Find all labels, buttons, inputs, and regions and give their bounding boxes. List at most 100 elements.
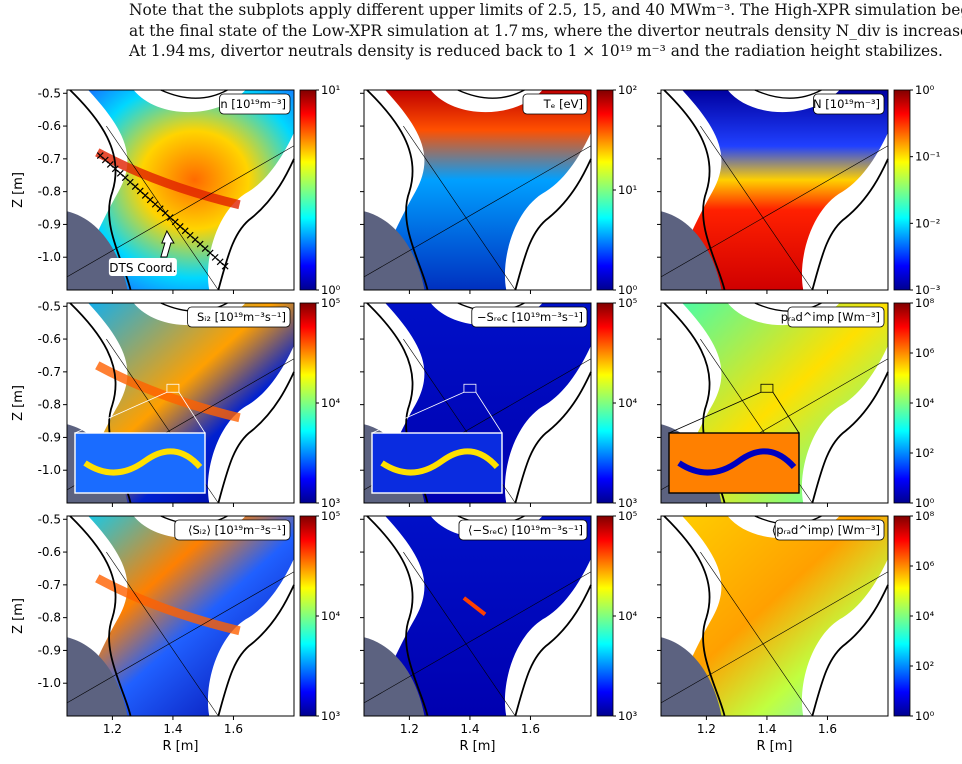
colorbar-tick-label: 10⁰ (915, 83, 935, 97)
subplot: -0.5 -0.6 -0.7 -0.8 -0.9 -1.0 Sᵢ₂ [10¹⁹m⁻³s⁻¹]… (11, 296, 341, 510)
panel-label-box (219, 93, 291, 115)
colorbar-tick-label: 10² (915, 659, 934, 673)
x-tick-label: 1.2 (697, 722, 716, 736)
emission-band (95, 148, 241, 210)
plasma-domain (370, 90, 591, 290)
core-boundary (754, 89, 822, 99)
plasma-domain (370, 516, 591, 716)
separatrix-line (66, 145, 295, 278)
colorbar-tick-label: 10⁻¹ (915, 150, 940, 164)
colorbar-tick-label: 10⁵ (618, 296, 638, 310)
emission-band (462, 596, 487, 616)
subplot: Tₑ [eV] 10² 10¹ 10⁰ (360, 83, 638, 297)
y-tick-label: -0.7 (38, 152, 61, 166)
zoom-connector (371, 391, 465, 434)
x-axis-label: R [m] (757, 739, 793, 754)
colorbar-tick-label: 10⁵ (321, 509, 341, 523)
panel-label: N [10¹⁹m⁻³] (813, 97, 880, 111)
colorbar-tick-label: 10³ (321, 496, 341, 510)
colorbar-tick-label: 10¹ (321, 83, 340, 97)
zoom-connector (74, 391, 168, 434)
wall-contour (217, 371, 295, 504)
colorbar-tick-label: 10² (618, 83, 637, 97)
colorbar-tick-label: 10⁴ (321, 609, 341, 623)
panel-label: Sᵢ₂ [10¹⁹m⁻³s⁻¹] (197, 310, 286, 324)
wall-contour (663, 515, 726, 717)
panel-label-box (174, 519, 291, 541)
colorbar-tick-label: 10⁴ (618, 396, 638, 410)
wall-contour (811, 371, 889, 504)
annotation-label: DTS Coord. (109, 261, 176, 275)
wall-contour (366, 515, 429, 717)
zoom-region (463, 383, 477, 393)
wall-structure (661, 211, 722, 290)
separatrix-line (363, 571, 592, 704)
colorbar-tick-label: 10⁰ (321, 283, 341, 297)
caption-line: At 1.94 ms, divertor neutrals density is… (129, 42, 943, 60)
panel-label-box (522, 93, 588, 115)
inset-feature (83, 448, 203, 476)
wall-contour (811, 158, 889, 291)
subplot: −Sᵣₑc [10¹⁹m⁻³s⁻¹] 10⁵ 10⁴ 10³ (360, 296, 638, 510)
colorbar-tick-label: 10⁶ (915, 559, 935, 573)
colorbar-tick-label: 10⁵ (321, 296, 341, 310)
core-boundary (457, 89, 525, 99)
y-tick-label: -0.8 (38, 611, 61, 625)
separatrix-line (700, 125, 813, 291)
subplot: 1.2 1.4 1.6 ⟨−Sᵣₑc⟩ [10¹⁹m⁻³s⁻¹] 10⁵ 10⁴ 10³ R … (360, 509, 638, 754)
colorbar-tick-label: 10³ (321, 709, 341, 723)
colorbar-tick-label: 10³ (618, 709, 638, 723)
colorbar-tick-label: 10⁴ (915, 609, 935, 623)
colorbar-tick-label: 10⁴ (915, 396, 935, 410)
inset-feature (380, 448, 500, 476)
zoom-connector (772, 392, 800, 434)
plasma-domain (667, 516, 888, 716)
dts-marker (221, 262, 229, 270)
colorbar (299, 302, 317, 504)
x-tick-label: 1.4 (757, 722, 776, 736)
colorbar-tick-label: 10⁻² (915, 216, 940, 230)
x-tick-label: 1.2 (400, 722, 419, 736)
annotation-box (108, 257, 177, 276)
colorbar (299, 89, 317, 291)
y-tick-label: -0.6 (38, 332, 61, 346)
axes-frame (363, 302, 592, 504)
separatrix-line (660, 571, 889, 704)
panel-label-box (813, 93, 885, 115)
colorbar-tick-label: 10⁰ (618, 283, 638, 297)
inset-feature (677, 448, 797, 476)
colorbar-tick-label: 10⁸ (915, 509, 935, 523)
y-tick-label: -0.9 (38, 430, 61, 444)
y-axis-label: Z [m] (11, 172, 26, 208)
plasma-domain (667, 90, 888, 290)
panel-label-box (187, 306, 291, 328)
wall-contour (514, 158, 592, 291)
y-tick-label: -0.7 (38, 578, 61, 592)
zoom-region (760, 383, 774, 393)
separatrix-line (66, 571, 295, 704)
wall-structure (364, 637, 425, 716)
y-tick-label: -0.6 (38, 545, 61, 559)
x-axis-label: R [m] (163, 739, 199, 754)
y-tick-label: -0.8 (38, 185, 61, 199)
colorbar (299, 515, 317, 717)
separatrix-line (403, 551, 516, 717)
colorbar-tick-label: 10⁰ (915, 496, 935, 510)
x-tick-label: 1.6 (224, 722, 243, 736)
colorbar (596, 302, 614, 504)
separatrix-line (660, 145, 889, 278)
colorbar-tick-label: 10⁴ (618, 609, 638, 623)
zoom-connector (178, 392, 206, 434)
x-tick-label: 1.6 (818, 722, 837, 736)
wall-structure (67, 637, 128, 716)
axes-frame (363, 515, 592, 717)
axes-frame (660, 515, 889, 717)
zoom-region (166, 383, 180, 393)
y-tick-label: -0.8 (38, 398, 61, 412)
panel-label-box (787, 306, 885, 328)
wall-contour (217, 158, 295, 291)
annotation-arrow (160, 229, 175, 258)
y-tick-label: -1.0 (38, 250, 61, 264)
axes-frame (660, 89, 889, 291)
panel-label: ⟨pᵣₐd^imp⟩ [Wm⁻³] (772, 523, 880, 537)
